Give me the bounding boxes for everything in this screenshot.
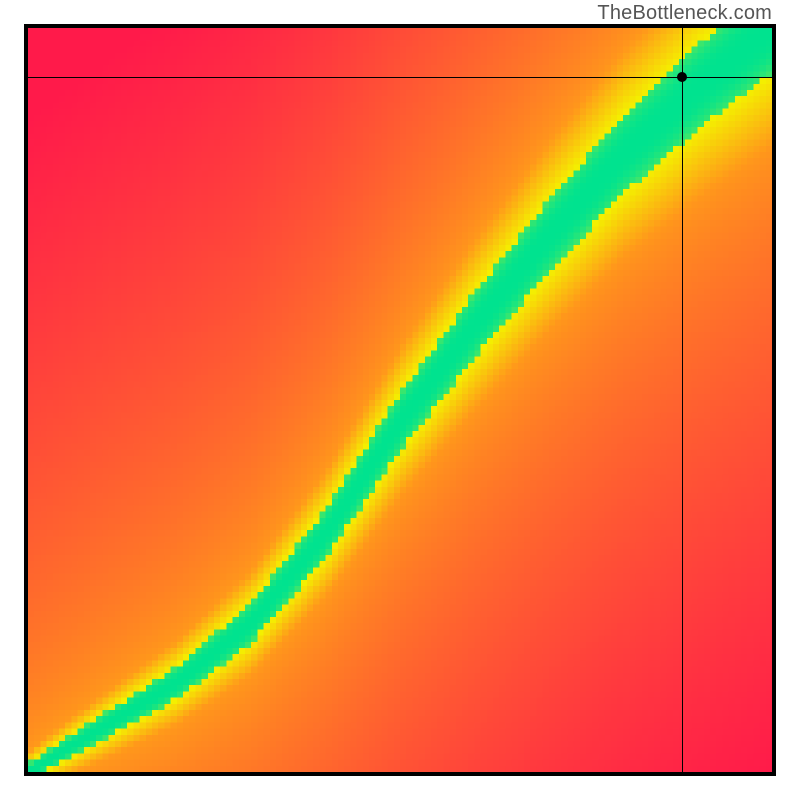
crosshair-horizontal [28,77,772,78]
watermark-text: TheBottleneck.com [597,2,772,25]
bottleneck-heatmap-plot [24,24,776,776]
crosshair-vertical [682,28,683,772]
selection-marker-dot [677,72,687,82]
heatmap-canvas [28,28,772,772]
